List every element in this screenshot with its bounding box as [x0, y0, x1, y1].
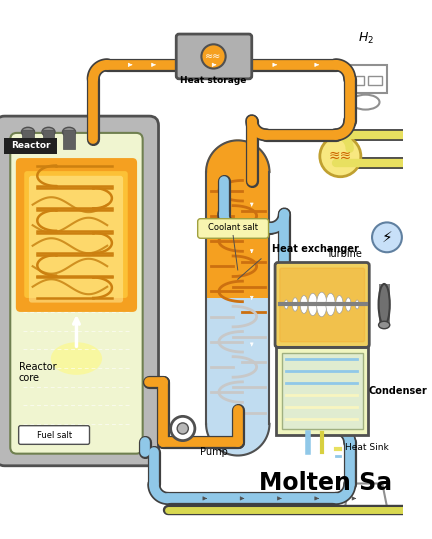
FancyBboxPatch shape [0, 116, 159, 466]
FancyBboxPatch shape [29, 176, 123, 302]
Text: ⚡: ⚡ [381, 230, 392, 245]
Bar [43, 130, 54, 149]
Ellipse shape [284, 300, 288, 309]
Circle shape [320, 136, 361, 177]
Ellipse shape [22, 127, 35, 136]
Ellipse shape [346, 298, 351, 311]
Circle shape [201, 44, 226, 68]
FancyBboxPatch shape [24, 171, 128, 298]
Text: Reactor: Reactor [11, 141, 51, 150]
FancyBboxPatch shape [276, 347, 368, 435]
Circle shape [177, 423, 188, 434]
Bar [368, 76, 382, 85]
Text: Condenser: Condenser [368, 386, 427, 396]
Text: Fuel salt: Fuel salt [37, 431, 72, 439]
Ellipse shape [51, 342, 102, 375]
FancyBboxPatch shape [4, 137, 57, 154]
Bar [345, 65, 387, 93]
Ellipse shape [63, 127, 76, 136]
FancyBboxPatch shape [19, 426, 89, 444]
Bar [64, 130, 75, 149]
FancyBboxPatch shape [198, 219, 269, 238]
Ellipse shape [42, 127, 55, 136]
FancyBboxPatch shape [10, 133, 143, 454]
FancyBboxPatch shape [176, 34, 252, 79]
FancyBboxPatch shape [16, 158, 137, 312]
Ellipse shape [308, 293, 318, 316]
Ellipse shape [336, 295, 343, 313]
Bar [206, 298, 270, 424]
Ellipse shape [300, 295, 308, 313]
Bar [206, 172, 270, 298]
FancyBboxPatch shape [282, 353, 363, 430]
Polygon shape [206, 140, 270, 172]
Circle shape [372, 223, 402, 252]
Ellipse shape [378, 321, 390, 329]
Text: ≋≋: ≋≋ [329, 149, 352, 163]
Polygon shape [206, 424, 270, 455]
Bar [22, 130, 34, 149]
Text: Heat Sink: Heat Sink [345, 443, 389, 452]
Circle shape [171, 416, 195, 440]
Text: Turbine: Turbine [326, 249, 362, 259]
Bar [378, 284, 390, 325]
Bar [349, 76, 364, 85]
FancyBboxPatch shape [280, 268, 365, 342]
Ellipse shape [326, 293, 335, 316]
Ellipse shape [378, 284, 390, 325]
Text: Heat storage: Heat storage [180, 76, 247, 85]
Ellipse shape [292, 298, 298, 311]
Text: Reactor
core: Reactor core [19, 362, 56, 383]
Text: Pump: Pump [200, 447, 227, 457]
Text: Heat exchanger: Heat exchanger [272, 245, 359, 254]
Text: ≈≈: ≈≈ [205, 51, 222, 61]
Text: Molten Sa: Molten Sa [258, 471, 392, 495]
Text: $H_2$: $H_2$ [358, 31, 374, 46]
FancyBboxPatch shape [275, 262, 369, 347]
Ellipse shape [317, 292, 327, 317]
Ellipse shape [355, 300, 359, 309]
Text: Coolant salt: Coolant salt [208, 223, 258, 232]
